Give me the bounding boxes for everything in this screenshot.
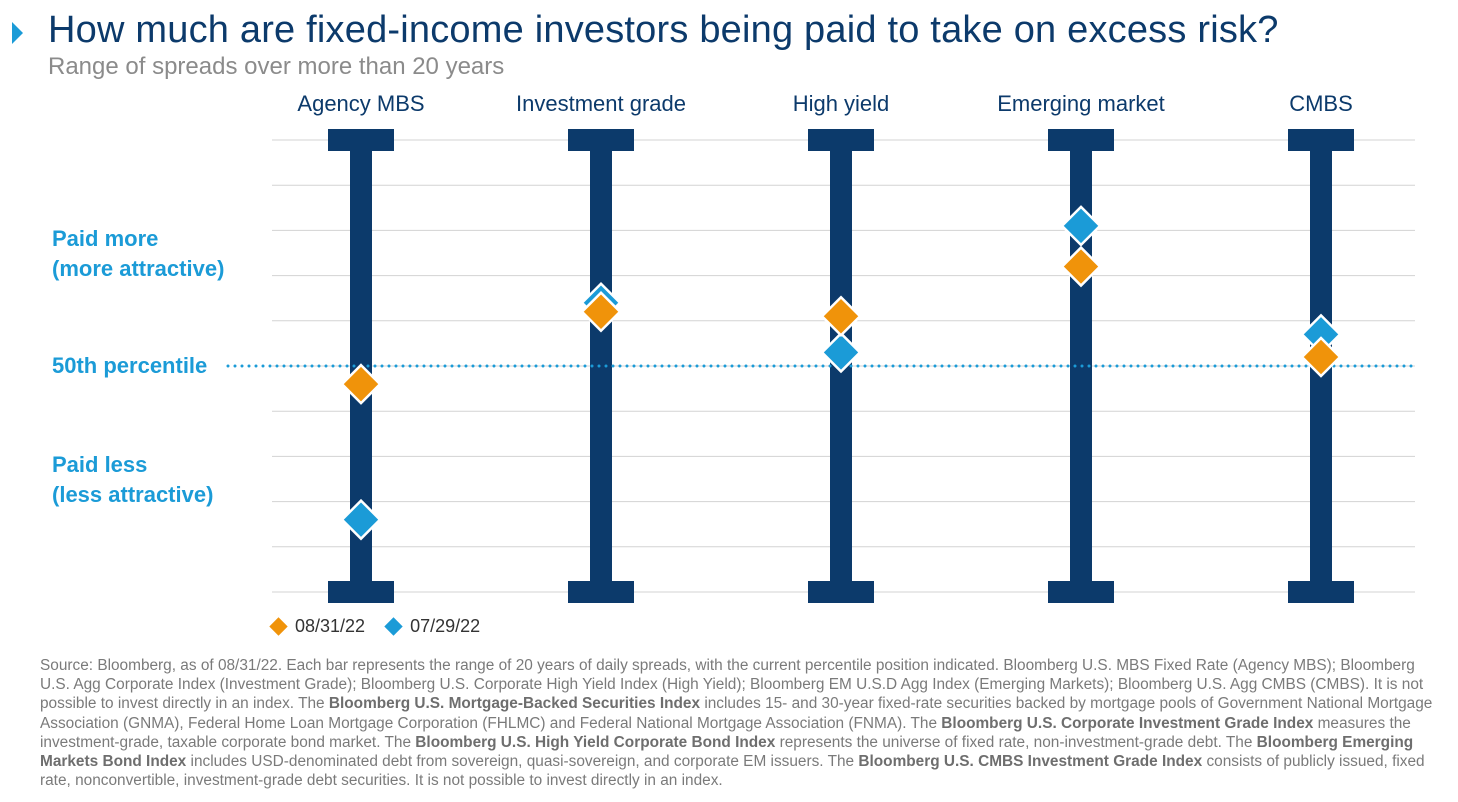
legend-item-0831: 08/31/22 (269, 616, 366, 637)
source-index-name: Bloomberg Emerging Markets Bond Index (40, 733, 1414, 771)
marker-0831-point (580, 290, 622, 333)
category-label: CMBS (1289, 91, 1353, 116)
marker-0831-point (340, 363, 382, 405)
paid-more-line1: Paid more (52, 226, 159, 251)
range-bar-top-cap (568, 129, 634, 151)
paid-less-label: Paid less (less attractive) (52, 450, 213, 510)
range-bar-bottom-cap (328, 581, 394, 603)
marker-0831-point (820, 295, 862, 338)
range-bar-top-cap (1048, 129, 1114, 151)
legend-label-0831: 08/31/22 (295, 616, 366, 636)
range-bar-bottom-cap (808, 581, 874, 603)
range-bar-top-cap (1288, 129, 1354, 151)
marker-0729-point (820, 331, 862, 374)
title-arrow-icon (12, 22, 23, 44)
source-index-name: Bloomberg U.S. High Yield Corporate Bond… (415, 733, 776, 751)
source-text: Source: Bloomberg, as of 08/31/22. Each … (40, 657, 1424, 713)
source-index-name: Bloomberg U.S. Mortgage-Backed Securitie… (328, 695, 701, 713)
paid-less-line2: (less attractive) (52, 482, 214, 507)
range-bar-stem (590, 140, 612, 592)
category-label: High yield (793, 91, 890, 116)
chart-subtitle: Range of spreads over more than 20 years (48, 53, 505, 80)
blue-diamond-icon (384, 617, 403, 636)
source-index-name: Bloomberg U.S. CMBS Investment Grade Ind… (858, 753, 1203, 771)
orange-diamond-icon (269, 617, 288, 636)
paid-more-label: Paid more (more attractive) (52, 224, 224, 284)
source-text: consists of publicly issued, fixed rate,… (40, 753, 1425, 790)
marker-0831-point (1060, 245, 1102, 288)
range-bar-bottom-cap (1048, 581, 1114, 603)
source-index-name: Bloomberg U.S. Corporate Investment Grad… (941, 714, 1314, 732)
source-text: measures the investment-grade, taxable c… (40, 714, 1411, 751)
range-bar-top-cap (328, 129, 394, 151)
marker-0729-point (340, 498, 382, 541)
range-bar-bottom-cap (1288, 581, 1354, 603)
source-text: includes USD-denominated debt from sover… (186, 753, 859, 771)
legend-item-0729: 07/29/22 (384, 616, 481, 637)
paid-less-line1: Paid less (52, 452, 148, 477)
category-label: Investment grade (516, 91, 686, 116)
legend-label-0729: 07/29/22 (410, 616, 481, 636)
chart-area: Agency MBS Investment grade High yield Emer… (226, 91, 1420, 603)
marker-0729-point (1060, 205, 1102, 247)
range-bar-bottom-cap (568, 581, 634, 603)
category-label: Agency MBS (297, 91, 424, 116)
range-bar-top-cap (808, 129, 874, 151)
legend: 08/31/22 07/29/22 (269, 616, 502, 637)
source-text: includes 15- and 30-year fixed-rate secu… (40, 695, 1433, 732)
source-text: represents the universe of fixed rate, n… (775, 733, 1257, 751)
chart-title: How much are fixed-income investors bein… (48, 9, 1279, 51)
median-label: 50th percentile (52, 353, 208, 378)
paid-more-line2: (more attractive) (52, 256, 225, 281)
category-label: Emerging market (997, 91, 1165, 116)
source-footnote: Source: Bloomberg, as of 08/31/22. Each … (40, 656, 1440, 790)
marker-0831-point (1300, 336, 1342, 378)
